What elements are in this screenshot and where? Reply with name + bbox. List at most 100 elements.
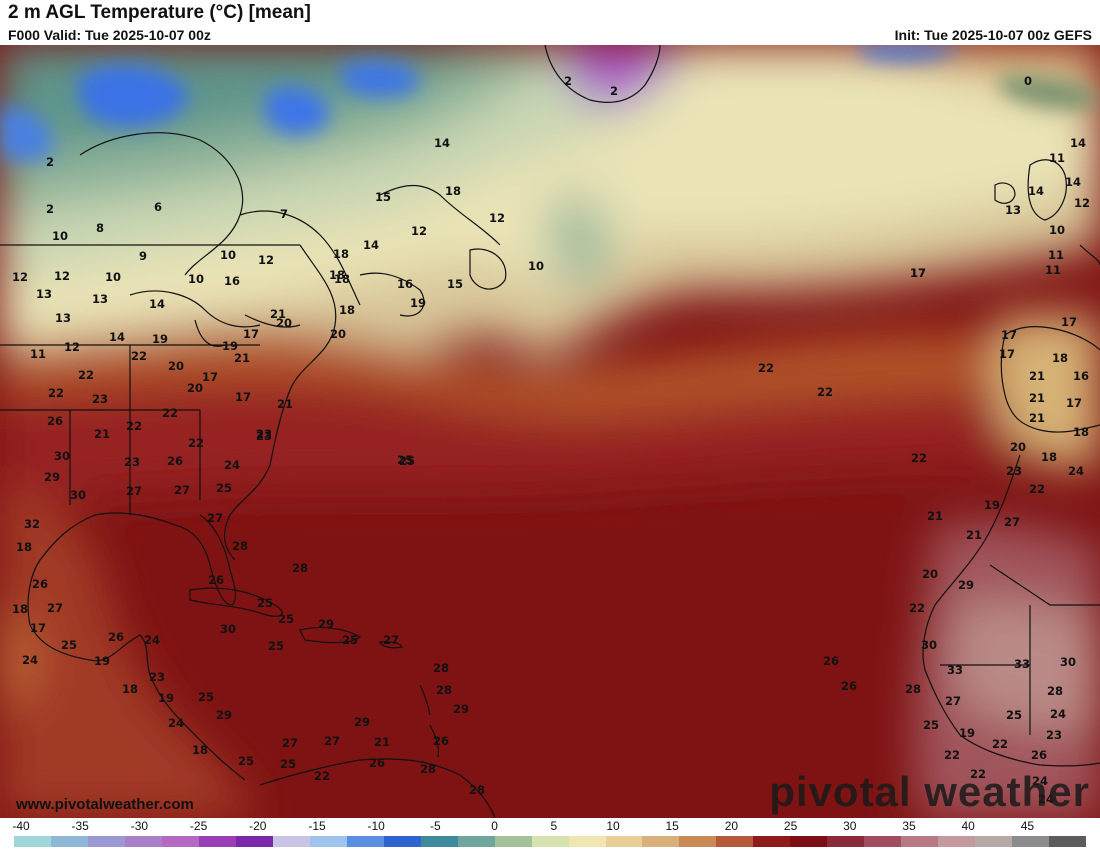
temperature-label: 27 [282, 736, 298, 750]
temperature-label: 26 [369, 756, 385, 770]
temperature-label: 12 [64, 340, 80, 354]
temperature-label: 28 [420, 762, 436, 776]
temperature-label: 26 [1031, 748, 1047, 762]
legend-tick: 0 [491, 819, 498, 833]
temperature-label: 11 [30, 347, 46, 361]
temperature-label: 10 [528, 259, 544, 273]
legend-colorbar [14, 836, 1087, 847]
temperature-label: 26 [167, 454, 183, 468]
temperature-label: 10 [52, 229, 68, 243]
temperature-label: 22 [911, 451, 927, 465]
temperature-label: 24 [1050, 707, 1066, 721]
temperature-label: 22 [188, 436, 204, 450]
temperature-label: 25 [342, 633, 358, 647]
temperature-label: 2 [46, 155, 54, 169]
temperature-label: 27 [47, 601, 63, 615]
legend-swatch [272, 836, 310, 847]
temperature-label: 32 [24, 517, 40, 531]
legend-tick: 25 [783, 819, 798, 833]
temperature-label: 20 [168, 359, 184, 373]
temperature-label: 17 [235, 390, 251, 404]
temperature-label: 9 [139, 249, 147, 263]
legend-swatch [642, 836, 680, 847]
temperature-label: 22 [944, 748, 960, 762]
temperature-label: 18 [329, 268, 345, 282]
temperature-label: 12 [489, 211, 505, 225]
temperature-label: 27 [1004, 515, 1020, 529]
temperature-label: 28 [436, 683, 452, 697]
temperature-label: 19 [984, 498, 1000, 512]
temperature-label: 22 [909, 601, 925, 615]
legend-swatch [901, 836, 939, 847]
legend-swatch [605, 836, 643, 847]
temperature-label: 18 [334, 272, 350, 286]
temperature-label: 25 [399, 454, 415, 468]
temperature-label: 18 [333, 247, 349, 261]
temperature-label: 10 [220, 248, 236, 262]
temperature-label: 25 [923, 718, 939, 732]
temperature-label: 17 [910, 266, 926, 280]
cold-pockets [0, 45, 1100, 161]
legend-swatch [198, 836, 236, 847]
temperature-label: 27 [207, 511, 223, 525]
legend-tick: -25 [189, 819, 208, 833]
legend-tick: -10 [367, 819, 385, 833]
temperature-label: 25 [278, 612, 294, 626]
legend-tick: 40 [961, 819, 975, 833]
temperature-label: 19 [158, 691, 174, 705]
temperature-label: 14 [434, 136, 450, 150]
temperature-label: 20 [1010, 440, 1026, 454]
temperature-label: 10 [105, 270, 121, 284]
temperature-label: 12 [1074, 196, 1090, 210]
legend-ticks: -40 -35 -30 -25 -20 -15 -10 -5 0 5 10 15 20 25 30 35 40 4… [0, 818, 1100, 834]
temperature-label: 28 [292, 561, 308, 575]
temperature-label: 17 [1066, 396, 1082, 410]
legend-swatch [124, 836, 162, 847]
temperature-label: 14 [363, 238, 379, 252]
legend-swatch [494, 836, 532, 847]
legend-swatch [457, 836, 495, 847]
temperature-label: 17 [999, 347, 1015, 361]
temperature-label: 25 [1006, 708, 1022, 722]
legend-tick: -30 [130, 819, 149, 833]
legend-tick: 35 [902, 819, 916, 833]
temperature-label: 22 [1029, 482, 1045, 496]
coastlines [0, 45, 1100, 818]
temperature-label: 21 [234, 351, 250, 365]
temperature-label: 30 [921, 638, 937, 652]
temperature-label: 23 [124, 455, 140, 469]
temperature-label: 24 [22, 653, 38, 667]
legend-swatch [716, 836, 754, 847]
temperature-label: 28 [433, 661, 449, 675]
temperature-map[interactable]: 2 2 6 7 10 8 9 10 12 12 12 13 13 10 10 16 14 13 11 12 14 19 22… [0, 45, 1100, 818]
temperature-label: 13 [55, 311, 71, 325]
temperature-label: 25 [397, 453, 413, 467]
temperature-label: 29 [958, 578, 974, 592]
temperature-label: 20 [330, 327, 346, 341]
temperature-label: 23 [1046, 728, 1062, 742]
legend-swatch [161, 836, 199, 847]
temperature-label: 30 [54, 449, 70, 463]
temperature-label: 23 [256, 429, 272, 443]
legend-swatch [1012, 836, 1050, 847]
temperature-label: 23 [1006, 464, 1022, 478]
temperature-label: 17 [1001, 328, 1017, 342]
temperature-label: 26 [823, 654, 839, 668]
temperature-label: 22 [131, 349, 147, 363]
temperature-label: 29 [318, 617, 334, 631]
legend-swatch [531, 836, 569, 847]
legend-swatch [420, 836, 458, 847]
temperature-label: 18 [1052, 351, 1068, 365]
init-time: Init: Tue 2025-10-07 00z GEFS [894, 27, 1092, 43]
legend-tick: 30 [843, 819, 857, 833]
temperature-label: 21 [927, 509, 943, 523]
temperature-label: 22 [78, 368, 94, 382]
temperature-label: 26 [32, 577, 48, 591]
legend-tick: -35 [71, 819, 89, 833]
temperature-label: 25 [238, 754, 254, 768]
temperature-label: 24 [1068, 464, 1084, 478]
temperature-label: 17 [243, 327, 259, 341]
temperature-label: 13 [1005, 203, 1021, 217]
temperature-label: 20 [187, 381, 203, 395]
